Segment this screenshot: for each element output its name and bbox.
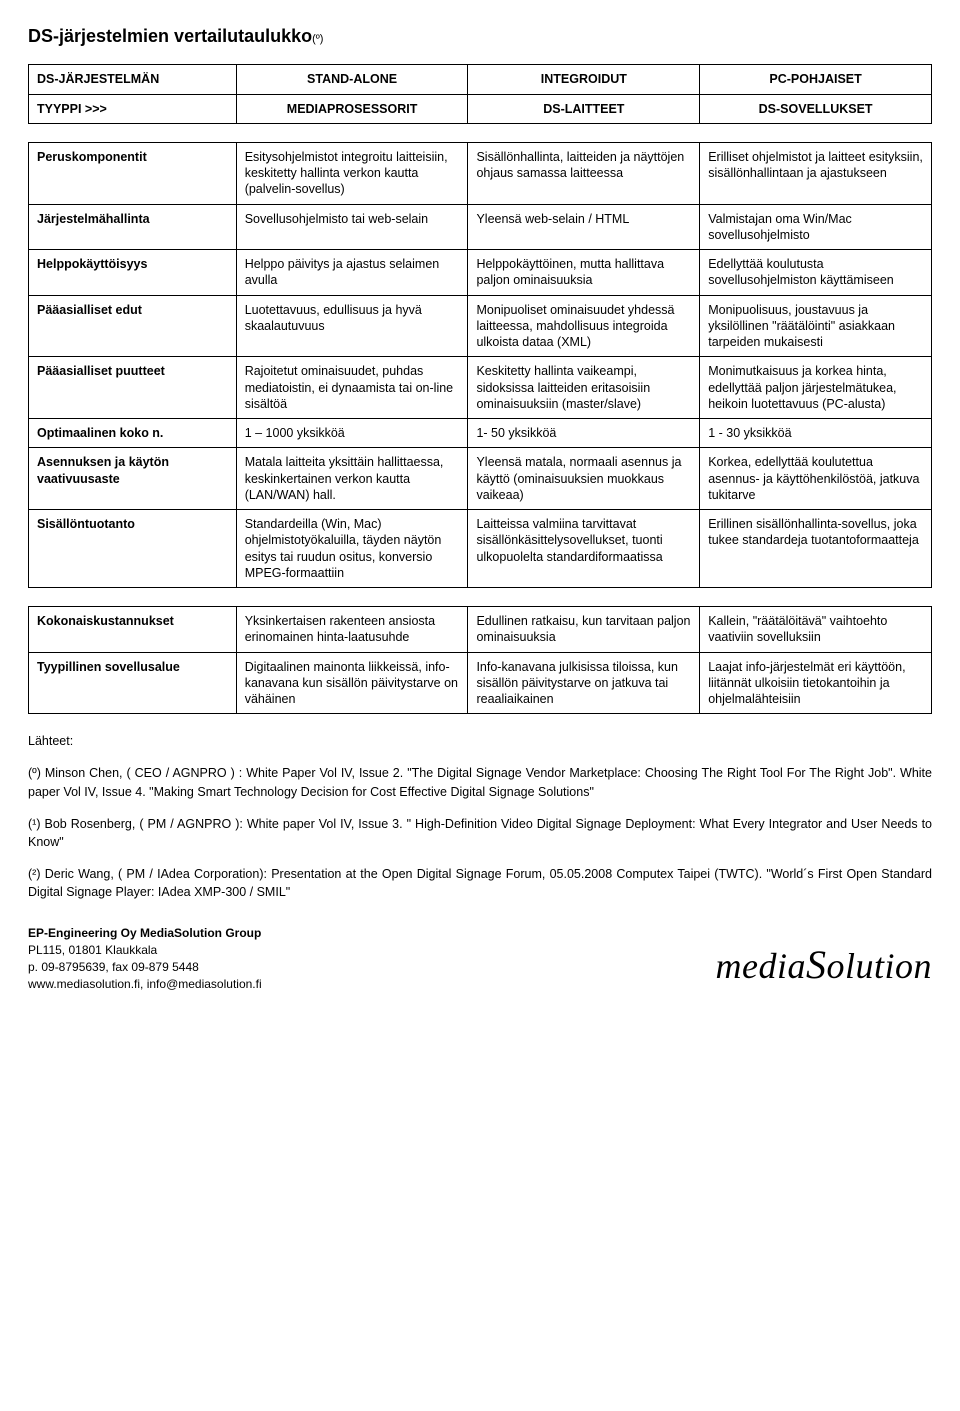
contact-info: EP-Engineering Oy MediaSolution Group PL…: [28, 925, 262, 992]
page-title: DS-järjestelmien vertailutaulukko(º): [28, 24, 932, 48]
table-cell: Keskitetty hallinta vaikeampi, sidoksiss…: [468, 357, 700, 419]
row-label: Sisällöntuotanto: [29, 510, 237, 588]
table-cell: Erilliset ohjelmistot ja laitteet esityk…: [700, 142, 932, 204]
table-cell: Monipuolisuus, joustavuus ja yksilölline…: [700, 295, 932, 357]
table-row: SisällöntuotantoStandardeilla (Win, Mac)…: [29, 510, 932, 588]
header-cell: DS-JÄRJESTELMÄN: [29, 65, 237, 94]
table-cell: Luotettavuus, edullisuus ja hyvä skaalau…: [236, 295, 468, 357]
table-cell: Korkea, edellyttää koulutettua asennus- …: [700, 448, 932, 510]
table-cell: Sovellusohjelmisto tai web-selain: [236, 204, 468, 250]
table-cell: Edullinen ratkaisu, kun tarvitaan paljon…: [468, 607, 700, 653]
page-footer: EP-Engineering Oy MediaSolution Group PL…: [28, 925, 932, 992]
table-cell: Rajoitetut ominaisuudet, puhdas mediatoi…: [236, 357, 468, 419]
header-cell: MEDIAPROSESSORIT: [236, 94, 468, 123]
table-row: Tyypillinen sovellusalueDigitaalinen mai…: [29, 652, 932, 714]
table-row: JärjestelmähallintaSovellusohjelmisto ta…: [29, 204, 932, 250]
table-row: Asennuksen ja käytön vaativuusasteMatala…: [29, 448, 932, 510]
table-cell: Info-kanavana julkisissa tiloissa, kun s…: [468, 652, 700, 714]
table-row: HelppokäyttöisyysHelppo päivitys ja ajas…: [29, 250, 932, 296]
sources-section: Lähteet: (º) Minson Chen, ( CEO / AGNPRO…: [28, 732, 932, 901]
table-cell: Kallein, "räätälöitävä" vaihtoehto vaati…: [700, 607, 932, 653]
table-row: Optimaalinen koko n.1 – 1000 yksikköä1- …: [29, 419, 932, 448]
table-row: DS-JÄRJESTELMÄN STAND-ALONE INTEGROIDUT …: [29, 65, 932, 94]
table-cell: Valmistajan oma Win/Mac sovellusohjelmis…: [700, 204, 932, 250]
table-cell: Yleensä matala, normaali asennus ja käyt…: [468, 448, 700, 510]
table-cell: 1 – 1000 yksikköä: [236, 419, 468, 448]
header-cell: DS-LAITTEET: [468, 94, 700, 123]
table-cell: Laitteissa valmiina tarvittavat sisällön…: [468, 510, 700, 588]
table-cell: 1- 50 yksikköä: [468, 419, 700, 448]
table-cell: Yksinkertaisen rakenteen ansiosta erinom…: [236, 607, 468, 653]
contact-line: www.mediasolution.fi, info@mediasolution…: [28, 976, 262, 993]
table-cell: Edellyttää koulutusta sovellusohjelmisto…: [700, 250, 932, 296]
header-table: DS-JÄRJESTELMÄN STAND-ALONE INTEGROIDUT …: [28, 64, 932, 124]
row-label: Pääasialliset edut: [29, 295, 237, 357]
table-cell: Laajat info-järjestelmät eri käyttöön, l…: [700, 652, 932, 714]
sources-label: Lähteet:: [28, 732, 932, 750]
header-cell: DS-SOVELLUKSET: [700, 94, 932, 123]
table-cell: Helppokäyttöinen, mutta hallittava paljo…: [468, 250, 700, 296]
header-cell: PC-POHJAISET: [700, 65, 932, 94]
header-cell: STAND-ALONE: [236, 65, 468, 94]
table-row: KokonaiskustannuksetYksinkertaisen raken…: [29, 607, 932, 653]
row-label: Tyypillinen sovellusalue: [29, 652, 237, 714]
table-cell: Standardeilla (Win, Mac) ohjelmistotyöka…: [236, 510, 468, 588]
table-cell: Esitysohjelmistot integroitu laitteisiin…: [236, 142, 468, 204]
header-cell: INTEGROIDUT: [468, 65, 700, 94]
table-row: Pääasialliset edutLuotettavuus, edullisu…: [29, 295, 932, 357]
table-row: Pääasialliset puutteetRajoitetut ominais…: [29, 357, 932, 419]
table-cell: Sisällönhallinta, laitteiden ja näyttöje…: [468, 142, 700, 204]
row-label: Järjestelmähallinta: [29, 204, 237, 250]
row-label: Optimaalinen koko n.: [29, 419, 237, 448]
row-label: Pääasialliset puutteet: [29, 357, 237, 419]
table-cell: Helppo päivitys ja ajastus selaimen avul…: [236, 250, 468, 296]
table-cell: Yleensä web-selain / HTML: [468, 204, 700, 250]
contact-line: EP-Engineering Oy MediaSolution Group: [28, 925, 262, 942]
row-label: Asennuksen ja käytön vaativuusaste: [29, 448, 237, 510]
row-label: Helppokäyttöisyys: [29, 250, 237, 296]
title-text: DS-järjestelmien vertailutaulukko: [28, 26, 312, 46]
source-item: (¹) Bob Rosenberg, ( PM / AGNPRO ): Whit…: [28, 815, 932, 851]
table-cell: Monimutkaisuus ja korkea hinta, edellytt…: [700, 357, 932, 419]
table-cell: Matala laitteita yksittäin hallittaessa,…: [236, 448, 468, 510]
row-label: Kokonaiskustannukset: [29, 607, 237, 653]
contact-line: p. 09-8795639, fax 09-879 5448: [28, 959, 262, 976]
table-row: TYYPPI >>> MEDIAPROSESSORIT DS-LAITTEET …: [29, 94, 932, 123]
contact-line: PL115, 01801 Klaukkala: [28, 942, 262, 959]
comparison-table-1: PeruskomponentitEsitysohjelmistot integr…: [28, 142, 932, 588]
table-cell: Erillinen sisällönhallinta-sovellus, jok…: [700, 510, 932, 588]
table-cell: Monipuoliset ominaisuudet yhdessä laitte…: [468, 295, 700, 357]
header-cell: TYYPPI >>>: [29, 94, 237, 123]
table-cell: Digitaalinen mainonta liikkeissä, info-k…: [236, 652, 468, 714]
comparison-table-2: KokonaiskustannuksetYksinkertaisen raken…: [28, 606, 932, 714]
table-row: PeruskomponentitEsitysohjelmistot integr…: [29, 142, 932, 204]
row-label: Peruskomponentit: [29, 142, 237, 204]
title-note: (º): [312, 33, 323, 45]
logo: mediaSolution: [716, 938, 933, 992]
source-item: (²) Deric Wang, ( PM / IAdea Corporation…: [28, 865, 932, 901]
source-item: (º) Minson Chen, ( CEO / AGNPRO ) : Whit…: [28, 764, 932, 800]
table-cell: 1 - 30 yksikköä: [700, 419, 932, 448]
